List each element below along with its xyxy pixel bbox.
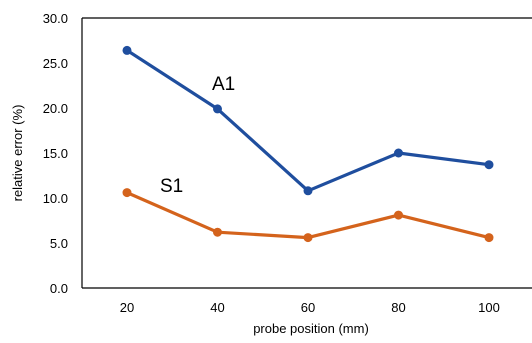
y-tick-label: 30.0	[43, 11, 68, 26]
data-point-s1	[213, 227, 222, 237]
data-point-s1	[394, 210, 403, 220]
y-tick-label: 0.0	[50, 281, 68, 296]
y-tick-label: 5.0	[50, 236, 68, 251]
y-axis-ticks: 0.0 5.0 10.0 15.0 20.0 25.0 30.0	[43, 11, 68, 296]
y-tick-label: 15.0	[43, 146, 68, 161]
series-layer: A1 S1	[122, 45, 494, 243]
x-tick-label: 20	[120, 300, 134, 315]
data-point-a1	[303, 186, 313, 196]
x-tick-label: 40	[210, 300, 224, 315]
series-line-a1	[125, 48, 491, 193]
plot-frame	[81, 17, 532, 289]
x-tick-label: 60	[301, 300, 315, 315]
y-axis-title: relative error (%)	[10, 105, 25, 202]
y-tick-label: 10.0	[43, 191, 68, 206]
series-label-a1: A1	[212, 74, 235, 95]
data-point-a1	[484, 160, 494, 170]
x-axis-title: probe position (mm)	[253, 321, 369, 336]
data-point-a1	[213, 104, 222, 114]
x-tick-label: 100	[478, 300, 500, 315]
y-tick-label: 25.0	[43, 56, 68, 71]
x-tick-label: 80	[391, 300, 405, 315]
data-point-s1	[122, 188, 132, 198]
data-point-s1	[303, 233, 313, 243]
data-point-a1	[394, 148, 403, 158]
data-point-a1	[122, 45, 132, 55]
series-label-s1: S1	[160, 176, 183, 197]
y-tick-label: 20.0	[43, 101, 68, 116]
series-line-s1	[125, 191, 491, 240]
x-axis-ticks: 20 40 60 80 100	[120, 300, 500, 315]
data-point-s1	[484, 233, 494, 243]
